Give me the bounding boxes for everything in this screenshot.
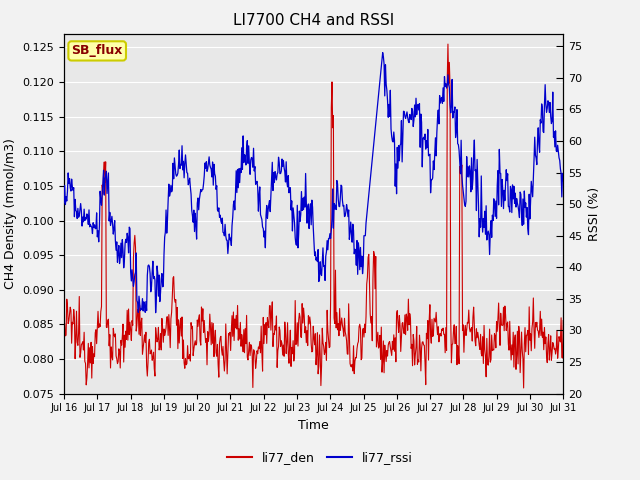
- Text: SB_flux: SB_flux: [72, 44, 123, 58]
- Legend: li77_den, li77_rssi: li77_den, li77_rssi: [222, 446, 418, 469]
- Y-axis label: CH4 Density (mmol/m3): CH4 Density (mmol/m3): [4, 138, 17, 289]
- X-axis label: Time: Time: [298, 419, 329, 432]
- Y-axis label: RSSI (%): RSSI (%): [588, 187, 601, 240]
- Title: LI7700 CH4 and RSSI: LI7700 CH4 and RSSI: [233, 13, 394, 28]
